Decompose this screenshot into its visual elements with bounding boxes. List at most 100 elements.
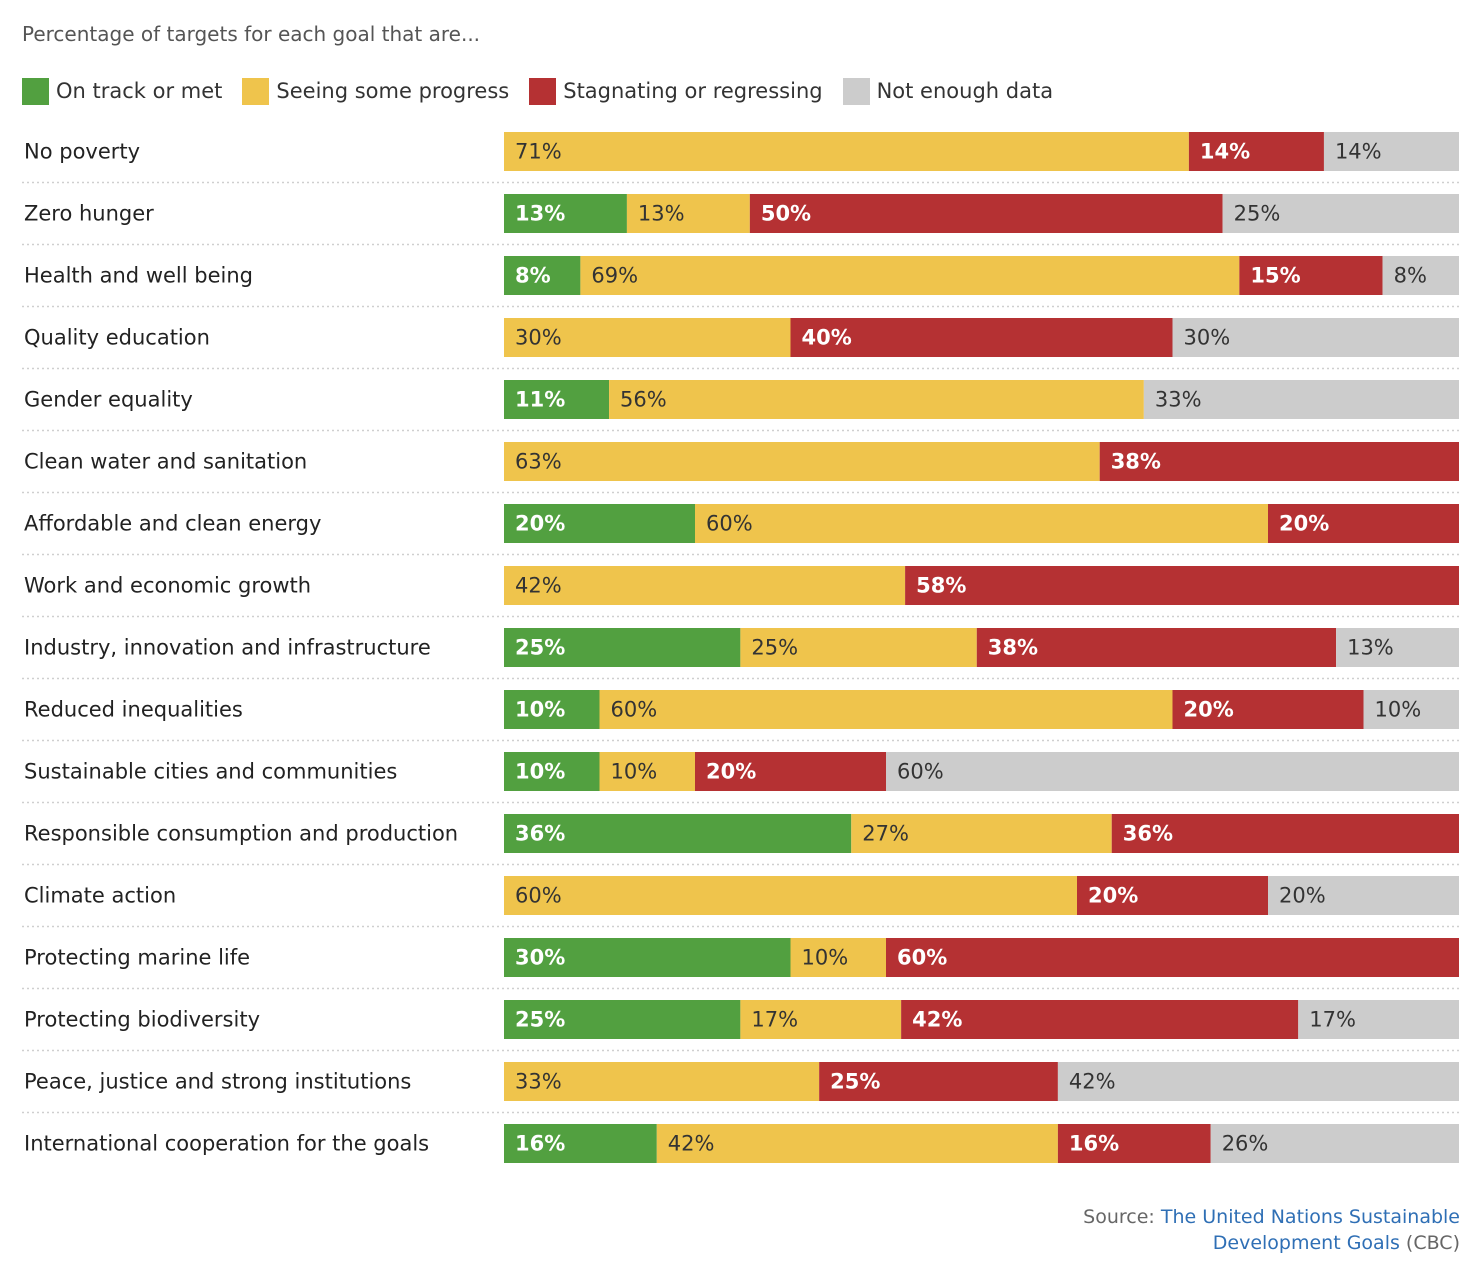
category-label: Peace, justice and strong institutions (24, 1070, 411, 1094)
source-link-line2[interactable]: Development Goals (1212, 1232, 1400, 1254)
legend-item-stagnating: Stagnating or regressing (529, 77, 823, 105)
bar-value-label: 20% (1279, 512, 1329, 536)
bar-value-label: 60% (897, 760, 944, 784)
bar-segment (504, 442, 1100, 481)
bar-value-label: 71% (515, 140, 562, 164)
bar-value-label: 10% (1375, 698, 1422, 722)
bar-value-label: 60% (706, 512, 753, 536)
bar-segment (504, 1062, 820, 1101)
bar-value-label: 20% (1279, 884, 1326, 908)
category-label: Protecting biodiversity (24, 1008, 260, 1032)
bar-value-label: 38% (1111, 450, 1161, 474)
legend-label-stagnating: Stagnating or regressing (563, 79, 823, 103)
bar-segment (790, 938, 886, 977)
bar-value-label: 17% (1309, 1008, 1356, 1032)
bar-value-label: 14% (1335, 140, 1382, 164)
bar-value-label: 42% (668, 1132, 715, 1156)
bar-value-label: 26% (1222, 1132, 1269, 1156)
bar-segment (609, 380, 1144, 419)
bar-value-label: 25% (751, 636, 798, 660)
bar-value-label: 33% (1155, 388, 1202, 412)
legend-swatch-stagnating (529, 77, 557, 105)
bar-value-label: 33% (515, 1070, 562, 1094)
bar-segment (1210, 1124, 1459, 1163)
bar-segment (1077, 876, 1268, 915)
bar-segment (504, 566, 906, 605)
bar-segment (1057, 1062, 1459, 1101)
bar-segment (905, 566, 1459, 605)
bar-value-label: 16% (515, 1132, 565, 1156)
bar-segment (1188, 132, 1324, 171)
category-label: Industry, innovation and infrastructure (24, 636, 431, 660)
bar-segment (819, 1062, 1058, 1101)
bar-segment (504, 814, 852, 853)
bar-segment (1323, 132, 1459, 171)
bar-value-label: 20% (1088, 884, 1138, 908)
bar-segment (504, 132, 1189, 171)
category-label: Quality education (24, 326, 210, 350)
category-label: Clean water and sanitation (24, 450, 307, 474)
chart-subtitle: Percentage of targets for each goal that… (22, 22, 481, 46)
legend-label-some-progress: Seeing some progress (276, 79, 510, 103)
bar-segment (1336, 628, 1459, 667)
bar-segment (740, 1000, 902, 1039)
bar-value-label: 60% (515, 884, 562, 908)
bar-segment (1298, 1000, 1459, 1039)
source-note: Source: The United Nations Sustainable D… (940, 1204, 1460, 1256)
bar-value-label: 50% (761, 202, 811, 226)
bar-segment (504, 318, 791, 357)
source-suffix: (CBC) (1399, 1232, 1460, 1254)
bar-segment (504, 628, 741, 667)
bar-segment (1268, 504, 1459, 543)
bar-segment (504, 1000, 741, 1039)
bar-value-label: 16% (1069, 1132, 1119, 1156)
bar-value-label: 10% (802, 946, 849, 970)
bar-value-label: 10% (515, 698, 565, 722)
bar-value-label: 13% (638, 202, 685, 226)
bar-value-label: 56% (620, 388, 667, 412)
category-label: Affordable and clean energy (24, 512, 321, 536)
bar-value-label: 42% (515, 574, 562, 598)
bar-value-label: 36% (1123, 822, 1173, 846)
bar-segment (504, 194, 627, 233)
bar-value-label: 58% (916, 574, 966, 598)
bar-segment (1363, 690, 1459, 729)
bar-value-label: 38% (988, 636, 1038, 660)
bar-value-label: 42% (1069, 1070, 1116, 1094)
category-label: Climate action (24, 884, 176, 908)
bar-segment (695, 752, 886, 791)
legend: On track or met Seeing some progress Sta… (22, 77, 1073, 105)
bar-value-label: 30% (515, 946, 565, 970)
category-label: Zero hunger (24, 202, 154, 226)
bar-value-label: 42% (912, 1008, 962, 1032)
bar-segment (504, 504, 695, 543)
bar-segment (790, 318, 1173, 357)
bar-segment (886, 938, 1459, 977)
legend-item-not-enough-data: Not enough data (842, 77, 1053, 105)
bar-segment (1057, 1124, 1211, 1163)
bar-value-label: 20% (1184, 698, 1234, 722)
bar-value-label: 25% (830, 1070, 880, 1094)
bar-value-label: 25% (515, 1008, 565, 1032)
bar-segment (1222, 194, 1459, 233)
bar-segment (504, 938, 791, 977)
bar-value-label: 14% (1200, 140, 1250, 164)
bar-value-label: 10% (515, 760, 565, 784)
bar-segment (1099, 442, 1459, 481)
category-label: Reduced inequalities (24, 698, 243, 722)
bar-value-label: 36% (515, 822, 565, 846)
source-link-line1[interactable]: The United Nations Sustainable (1160, 1206, 1460, 1228)
bar-value-label: 30% (515, 326, 562, 350)
bar-value-label: 15% (1250, 264, 1300, 288)
bar-value-label: 40% (802, 326, 852, 350)
bar-value-label: 8% (1394, 264, 1427, 288)
bar-segment (695, 504, 1268, 543)
bar-value-label: 20% (706, 760, 756, 784)
bar-segment (1172, 690, 1364, 729)
bar-segment (504, 876, 1077, 915)
legend-swatch-some-progress (242, 77, 270, 105)
bar-value-label: 13% (1347, 636, 1394, 660)
bar-segment (504, 256, 581, 295)
bar-segment (901, 1000, 1299, 1039)
